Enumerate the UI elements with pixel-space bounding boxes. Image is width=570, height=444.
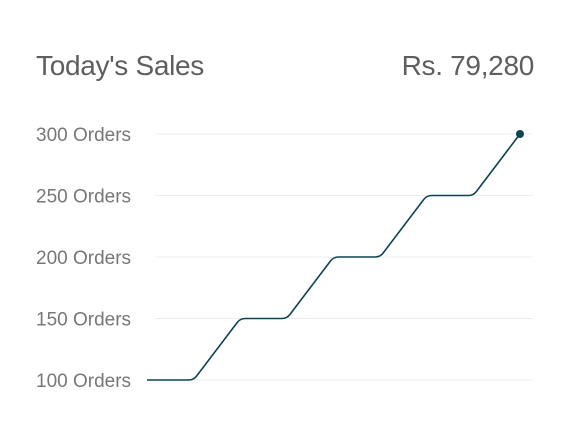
y-axis-labels: 300 Orders 250 Orders 200 Orders 150 Orders…	[36, 125, 131, 392]
y-tick-label: 250 Orders	[36, 187, 131, 208]
last-point-marker	[516, 130, 524, 138]
y-tick-label: 150 Orders	[36, 310, 131, 331]
y-tick-label: 200 Orders	[36, 248, 131, 269]
sales-total: Rs. 79,280	[401, 50, 535, 81]
card-title: Today's Sales	[36, 50, 204, 81]
y-tick-label: 100 Orders	[36, 371, 131, 392]
series-group	[147, 130, 524, 381]
series-line	[147, 133, 521, 381]
y-tick-label: 300 Orders	[36, 125, 131, 146]
